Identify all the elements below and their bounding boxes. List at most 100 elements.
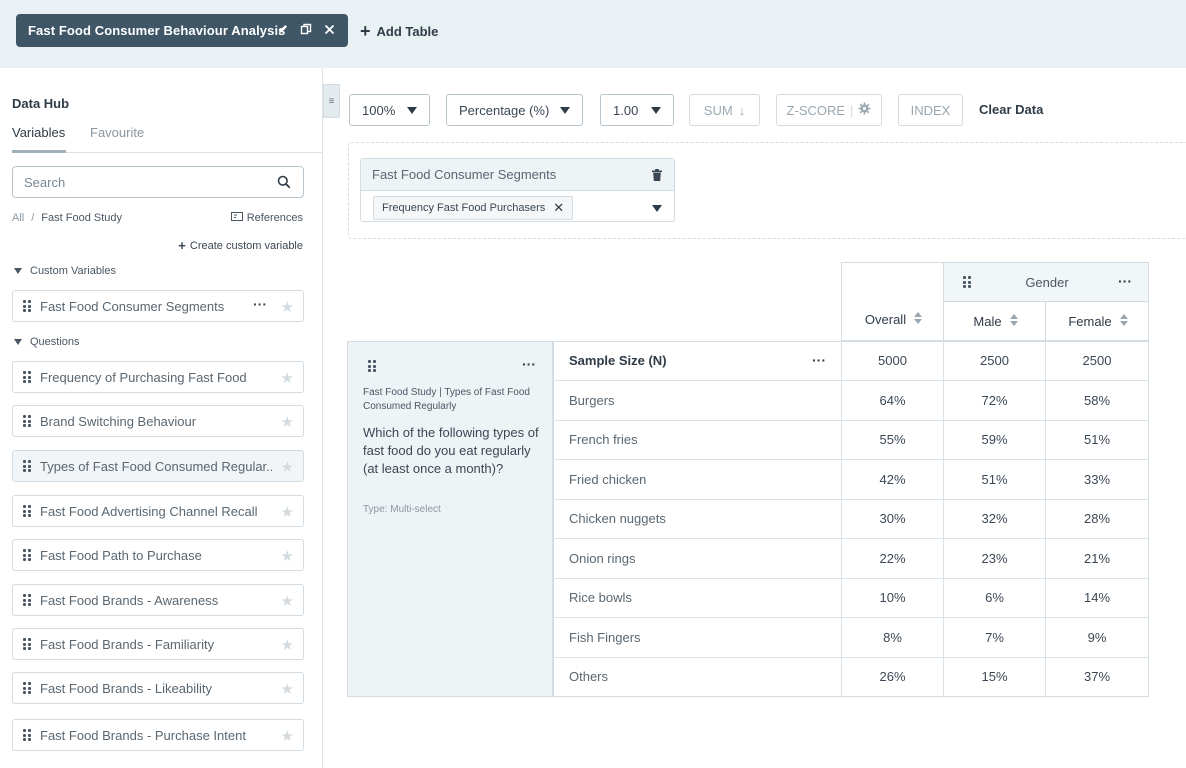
remove-icon[interactable]: ✕ [553,200,565,215]
drag-handle-icon[interactable] [23,415,31,427]
filter-drop-zone[interactable] [348,142,1186,239]
question-item[interactable]: Fast Food Brands - Familiarity ★ [12,628,304,660]
table-cell: 51% [1083,432,1111,447]
breadcrumb-root[interactable]: All [12,212,25,224]
display-mode-value: Percentage (%) [459,102,550,118]
drag-handle-icon[interactable] [23,729,31,741]
star-icon[interactable]: ★ [280,728,294,745]
chevron-down-icon[interactable] [652,205,662,212]
tab-variables[interactable]: Variables [12,125,67,153]
sort-icon[interactable] [1119,314,1128,326]
question-item[interactable]: Fast Food Brands - Purchase Intent ★ [12,719,304,751]
question-item[interactable]: Frequency of Purchasing Fast Food ★ [12,361,304,393]
sort-icon[interactable] [914,312,923,324]
table-cell: 64% [879,393,906,408]
question-item[interactable]: Fast Food Advertising Channel Recall ★ [12,495,304,527]
star-icon[interactable]: ★ [280,548,294,565]
gear-icon[interactable] [858,102,871,118]
star-icon[interactable]: ★ [280,593,294,610]
question-label: Brand Switching Behaviour [40,413,197,429]
display-mode-select[interactable]: Percentage (%) [446,94,583,126]
search-input[interactable] [24,174,264,190]
question-type: Type: Multi-select [363,504,441,515]
column-header-overall[interactable]: Overall [841,262,944,341]
custom-variables-section-toggle[interactable]: Custom Variables [14,265,116,277]
sort-icon[interactable] [1009,314,1018,326]
filter-chip[interactable]: Frequency Fast Food Purchasers ✕ [373,196,574,220]
breadcrumb-current[interactable]: Fast Food Study [41,212,123,224]
drag-handle-icon[interactable] [23,682,31,694]
table-cell: 2500 [980,353,1009,368]
star-icon[interactable]: ★ [280,414,294,431]
drag-handle-icon[interactable] [23,300,31,312]
star-icon[interactable]: ★ [280,681,294,698]
question-item[interactable]: Fast Food Brands - Awareness ★ [12,584,304,616]
row-label: French fries [569,432,638,447]
star-icon[interactable]: ★ [280,637,294,654]
question-item[interactable]: Fast Food Brands - Likeability ★ [12,672,304,704]
table-cell: 10% [879,590,906,605]
chevron-down-icon [407,107,417,114]
references-label: References [246,212,303,224]
drag-handle-icon[interactable] [23,460,31,472]
table-cell: 28% [1083,511,1111,526]
index-button[interactable]: INDEX [898,94,963,126]
sample-size-row-label: Sample Size (N) ··· [553,341,841,380]
questions-section-toggle[interactable]: Questions [14,336,80,348]
add-table-button[interactable]: + Add Table [360,20,438,42]
star-icon[interactable]: ★ [280,459,294,476]
data-hub-sidebar: Data Hub Variables Favourite All / Fast … [0,68,323,768]
close-icon[interactable] [322,23,336,38]
drag-handle-icon[interactable] [23,638,31,650]
table-cell: 8% [883,630,902,645]
decimal-value: 1.00 [613,102,639,118]
arrow-down-icon: ↓ [738,102,746,118]
collapse-sidebar-button[interactable]: ≡ [323,84,340,118]
duplicate-icon[interactable] [299,23,313,38]
question-label: Fast Food Brands - Purchase Intent [40,727,246,743]
more-options-icon[interactable]: ··· [1118,273,1132,289]
decimal-select[interactable]: 1.00 [600,94,674,126]
question-label: Fast Food Brands - Likeability [40,680,212,696]
breadcrumb-separator: / [31,212,35,224]
star-icon[interactable]: ★ [280,504,294,521]
tab-favourite[interactable]: Favourite [90,125,145,140]
sum-button[interactable]: SUM ↓ [689,94,760,126]
drag-handle-icon[interactable] [23,505,31,517]
question-panel: ··· Fast Food Study | Types of Fast Food… [347,341,553,697]
data-hub-title: Data Hub [12,96,70,111]
drag-handle-icon[interactable] [368,360,376,372]
trash-icon[interactable] [652,169,662,181]
edit-icon[interactable] [276,23,290,38]
star-icon[interactable]: ★ [280,299,294,316]
question-item[interactable]: Fast Food Path to Purchase ★ [12,539,304,571]
create-custom-variable-button[interactable]: + Create custom variable [178,238,303,253]
table-cell: 33% [1083,472,1111,487]
references-link[interactable]: References [230,212,303,224]
more-options-icon[interactable]: ··· [812,352,826,368]
question-label: Fast Food Brands - Familiarity [40,636,215,652]
row-label: Chicken nuggets [569,511,666,526]
question-item-selected[interactable]: Types of Fast Food Consumed Regular... ★ [12,450,304,482]
column-header-female[interactable]: Female [1045,301,1149,341]
table-cell: 2500 [1082,353,1112,368]
drag-handle-icon[interactable] [23,594,31,606]
row-label: Onion rings [569,551,636,566]
column-header-male[interactable]: Male [943,301,1046,341]
more-options-icon[interactable]: ··· [253,296,267,312]
drag-handle-icon[interactable] [23,371,31,383]
zscore-button[interactable]: Z-SCORE | [776,94,882,126]
analysis-tab[interactable]: Fast Food Consumer Behaviour Analysis [16,14,348,47]
more-options-icon[interactable]: ··· [522,356,536,372]
sum-label: SUM [703,102,733,118]
question-item[interactable]: Brand Switching Behaviour ★ [12,405,304,437]
search-icon[interactable] [277,175,291,189]
custom-variable-item[interactable]: Fast Food Consumer Segments ··· ★ [12,290,304,322]
zoom-select[interactable]: 100% [349,94,430,126]
zoom-value: 100% [362,102,396,118]
drag-handle-icon[interactable] [23,549,31,561]
data-hub-tabs: Variables Favourite [12,125,323,153]
clear-data-button[interactable]: Clear Data [979,102,1044,117]
star-icon[interactable]: ★ [280,370,294,387]
drag-handle-icon[interactable] [963,276,971,288]
